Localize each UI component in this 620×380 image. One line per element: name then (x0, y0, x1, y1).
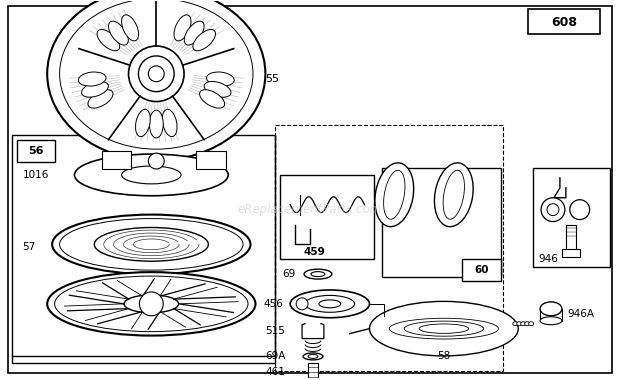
Text: 459: 459 (303, 247, 325, 257)
Ellipse shape (88, 90, 113, 108)
Bar (462, 259, 502, 281)
Text: 69A: 69A (265, 352, 285, 361)
Bar (528, 10, 600, 34)
Bar (308, 363, 318, 380)
Bar (275, 125, 503, 371)
Text: 60: 60 (474, 265, 489, 275)
Ellipse shape (74, 154, 228, 196)
Ellipse shape (47, 0, 265, 161)
Bar (280, 175, 374, 259)
Text: 946: 946 (538, 254, 558, 264)
Bar (17, 140, 55, 162)
Text: 515: 515 (265, 326, 285, 336)
Ellipse shape (375, 163, 414, 227)
Ellipse shape (308, 355, 318, 358)
Ellipse shape (94, 228, 208, 261)
Ellipse shape (540, 302, 562, 316)
Circle shape (138, 56, 174, 92)
Ellipse shape (303, 353, 323, 360)
Ellipse shape (513, 322, 518, 326)
Circle shape (547, 204, 559, 215)
Bar (102, 151, 131, 169)
Ellipse shape (540, 317, 562, 325)
Ellipse shape (82, 81, 108, 97)
Ellipse shape (525, 322, 529, 326)
Ellipse shape (78, 72, 106, 86)
Ellipse shape (162, 109, 177, 137)
Text: 456: 456 (264, 299, 283, 309)
Ellipse shape (193, 30, 216, 51)
Bar (533, 168, 611, 267)
Text: 461: 461 (265, 367, 285, 377)
Bar (566, 225, 576, 252)
Text: eReplacementParts.com: eReplacementParts.com (238, 203, 382, 216)
Circle shape (541, 198, 565, 222)
Ellipse shape (108, 21, 128, 45)
Ellipse shape (52, 215, 250, 274)
Ellipse shape (184, 21, 204, 45)
Text: 56: 56 (29, 146, 44, 156)
Text: 55: 55 (265, 74, 280, 84)
Ellipse shape (529, 322, 534, 326)
Ellipse shape (290, 290, 370, 318)
Text: 946A: 946A (568, 309, 595, 319)
Ellipse shape (206, 72, 234, 86)
Text: 1016: 1016 (22, 170, 49, 180)
Ellipse shape (136, 109, 150, 137)
Circle shape (148, 66, 164, 82)
Ellipse shape (47, 272, 255, 336)
Bar (383, 168, 502, 277)
Text: 58: 58 (437, 352, 451, 361)
Ellipse shape (311, 272, 325, 277)
Ellipse shape (435, 163, 473, 227)
Ellipse shape (124, 295, 179, 313)
Bar (540, 309, 562, 321)
Ellipse shape (304, 269, 332, 279)
Ellipse shape (122, 166, 181, 184)
Circle shape (570, 200, 590, 220)
Ellipse shape (122, 15, 138, 41)
Text: 57: 57 (22, 242, 36, 252)
Ellipse shape (149, 110, 163, 138)
Circle shape (148, 153, 164, 169)
Circle shape (128, 46, 184, 101)
Ellipse shape (516, 322, 521, 326)
Circle shape (140, 292, 163, 316)
Ellipse shape (370, 301, 518, 356)
Bar (196, 151, 226, 169)
Bar (562, 249, 580, 257)
Ellipse shape (521, 322, 526, 326)
Bar (12, 135, 275, 363)
Ellipse shape (200, 90, 224, 108)
Text: 608: 608 (551, 16, 577, 29)
Text: 69: 69 (282, 269, 295, 279)
Ellipse shape (204, 81, 231, 97)
Ellipse shape (174, 15, 191, 41)
Ellipse shape (97, 30, 120, 51)
Ellipse shape (319, 300, 341, 308)
Circle shape (296, 298, 308, 310)
Text: 59: 59 (389, 173, 402, 183)
